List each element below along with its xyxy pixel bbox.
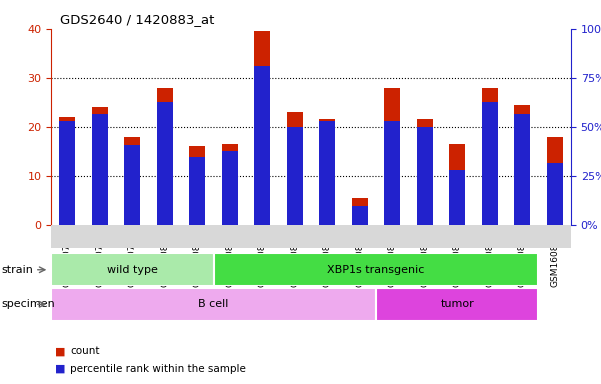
Text: GDS2640 / 1420883_at: GDS2640 / 1420883_at bbox=[60, 13, 215, 26]
Bar bbox=[222, 144, 238, 225]
Bar bbox=[481, 88, 498, 225]
Text: strain: strain bbox=[1, 265, 33, 275]
Bar bbox=[546, 137, 563, 225]
Text: XBP1s transgenic: XBP1s transgenic bbox=[328, 265, 425, 275]
Bar bbox=[546, 164, 563, 225]
Bar bbox=[254, 66, 270, 225]
Bar bbox=[449, 170, 465, 225]
Text: specimen: specimen bbox=[1, 299, 55, 310]
Bar bbox=[384, 88, 400, 225]
Bar bbox=[287, 127, 303, 225]
Text: ■: ■ bbox=[55, 346, 66, 356]
Bar bbox=[514, 105, 530, 225]
Bar bbox=[157, 88, 173, 225]
Text: percentile rank within the sample: percentile rank within the sample bbox=[70, 364, 246, 374]
Bar bbox=[92, 114, 108, 225]
Bar bbox=[416, 119, 433, 225]
Bar bbox=[319, 121, 335, 225]
Bar bbox=[124, 145, 141, 225]
Text: tumor: tumor bbox=[441, 299, 474, 310]
Bar bbox=[51, 253, 213, 286]
Bar bbox=[384, 121, 400, 225]
Bar bbox=[213, 253, 538, 286]
Bar bbox=[352, 198, 368, 225]
Bar bbox=[59, 121, 76, 225]
Bar bbox=[514, 114, 530, 225]
Text: B cell: B cell bbox=[198, 299, 229, 310]
Bar bbox=[51, 225, 571, 249]
Bar bbox=[124, 137, 141, 225]
Bar bbox=[189, 157, 206, 225]
Bar bbox=[92, 107, 108, 225]
Bar bbox=[189, 146, 206, 225]
Bar bbox=[157, 102, 173, 225]
Text: count: count bbox=[70, 346, 100, 356]
Bar bbox=[222, 151, 238, 225]
Bar bbox=[481, 102, 498, 225]
Text: ■: ■ bbox=[55, 364, 66, 374]
Bar bbox=[319, 119, 335, 225]
Bar bbox=[376, 288, 538, 321]
Bar bbox=[416, 127, 433, 225]
Bar bbox=[287, 112, 303, 225]
Bar bbox=[59, 117, 76, 225]
Text: wild type: wild type bbox=[107, 265, 157, 275]
Bar bbox=[254, 31, 270, 225]
Bar bbox=[449, 144, 465, 225]
Bar bbox=[51, 288, 376, 321]
Bar bbox=[352, 206, 368, 225]
